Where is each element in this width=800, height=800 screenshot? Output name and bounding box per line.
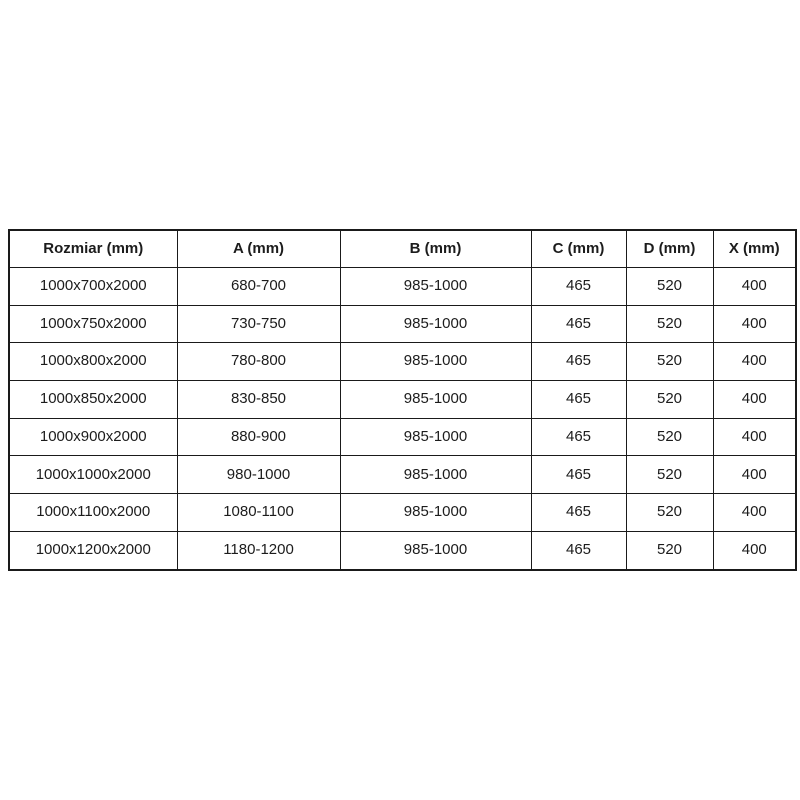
column-header-c: C (mm) [530,229,627,268]
table-cell-x: 400 [712,380,797,419]
table-cell-c: 465 [530,342,627,382]
table-row: 1000x750x2000 730-750 985-1000 465 520 4… [8,304,797,344]
table-row: 1000x1100x2000 1080-1100 985-1000 465 52… [8,493,797,532]
table-cell-rozmiar: 1000x750x2000 [8,304,178,344]
table-cell-rozmiar: 1000x1200x2000 [8,530,178,571]
table-cell-a: 1180-1200 [176,530,341,571]
table-cell-b: 985-1000 [339,455,532,495]
table-cell-c: 465 [530,417,627,457]
table-row: 1000x1000x2000 980-1000 985-1000 465 520… [8,455,797,495]
column-header-d: D (mm) [625,229,714,268]
table-cell-rozmiar: 1000x800x2000 [8,342,178,382]
table-cell-rozmiar: 1000x1000x2000 [8,455,178,495]
table-cell-c: 465 [530,455,627,495]
table-cell-d: 520 [625,380,714,419]
table-cell-x: 400 [712,342,797,382]
dimensions-table: Rozmiar (mm) A (mm) B (mm) C (mm) D (mm)… [8,229,797,571]
table-row: 1000x1200x2000 1180-1200 985-1000 465 52… [8,530,797,571]
table-cell-b: 985-1000 [339,417,532,457]
header-row: Rozmiar (mm) A (mm) B (mm) C (mm) D (mm)… [8,229,797,268]
table-cell-d: 520 [625,304,714,344]
table-cell-a: 680-700 [176,267,341,306]
table-row: 1000x700x2000 680-700 985-1000 465 520 4… [8,267,797,306]
table-cell-x: 400 [712,493,797,532]
table-cell-c: 465 [530,304,627,344]
table-cell-x: 400 [712,530,797,571]
table-cell-rozmiar: 1000x850x2000 [8,380,178,419]
table-cell-c: 465 [530,530,627,571]
table-cell-a: 980-1000 [176,455,341,495]
table-cell-a: 1080-1100 [176,493,341,532]
column-header-x: X (mm) [712,229,797,268]
table-cell-b: 985-1000 [339,304,532,344]
column-header-b: B (mm) [339,229,532,268]
table-row: 1000x800x2000 780-800 985-1000 465 520 4… [8,342,797,382]
table-cell-b: 985-1000 [339,530,532,571]
table-cell-d: 520 [625,530,714,571]
table-cell-a: 880-900 [176,417,341,457]
table-cell-x: 400 [712,455,797,495]
table-cell-rozmiar: 1000x1100x2000 [8,493,178,532]
table-cell-rozmiar: 1000x900x2000 [8,417,178,457]
table-cell-b: 985-1000 [339,380,532,419]
table-cell-b: 985-1000 [339,342,532,382]
column-header-a: A (mm) [176,229,341,268]
table-cell-b: 985-1000 [339,493,532,532]
table-cell-d: 520 [625,417,714,457]
table-cell-d: 520 [625,455,714,495]
table-cell-x: 400 [712,304,797,344]
table-cell-d: 520 [625,267,714,306]
table-cell-a: 780-800 [176,342,341,382]
table-cell-d: 520 [625,342,714,382]
table-row: 1000x900x2000 880-900 985-1000 465 520 4… [8,417,797,457]
table-cell-d: 520 [625,493,714,532]
table-cell-c: 465 [530,493,627,532]
table-cell-x: 400 [712,417,797,457]
column-header-rozmiar: Rozmiar (mm) [8,229,178,268]
table-cell-rozmiar: 1000x700x2000 [8,267,178,306]
table-cell-c: 465 [530,380,627,419]
table-cell-c: 465 [530,267,627,306]
table-row: 1000x850x2000 830-850 985-1000 465 520 4… [8,380,797,419]
table-cell-b: 985-1000 [339,267,532,306]
table-cell-a: 730-750 [176,304,341,344]
table-cell-x: 400 [712,267,797,306]
table-cell-a: 830-850 [176,380,341,419]
